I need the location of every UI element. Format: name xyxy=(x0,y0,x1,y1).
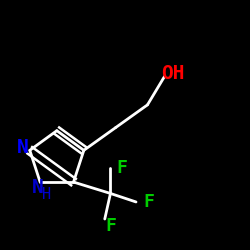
Text: F: F xyxy=(116,159,127,177)
Text: N: N xyxy=(32,178,43,197)
Text: H: H xyxy=(42,187,51,202)
Text: OH: OH xyxy=(161,64,185,83)
Text: F: F xyxy=(143,193,154,211)
Text: F: F xyxy=(105,217,116,235)
Text: N: N xyxy=(17,138,29,157)
